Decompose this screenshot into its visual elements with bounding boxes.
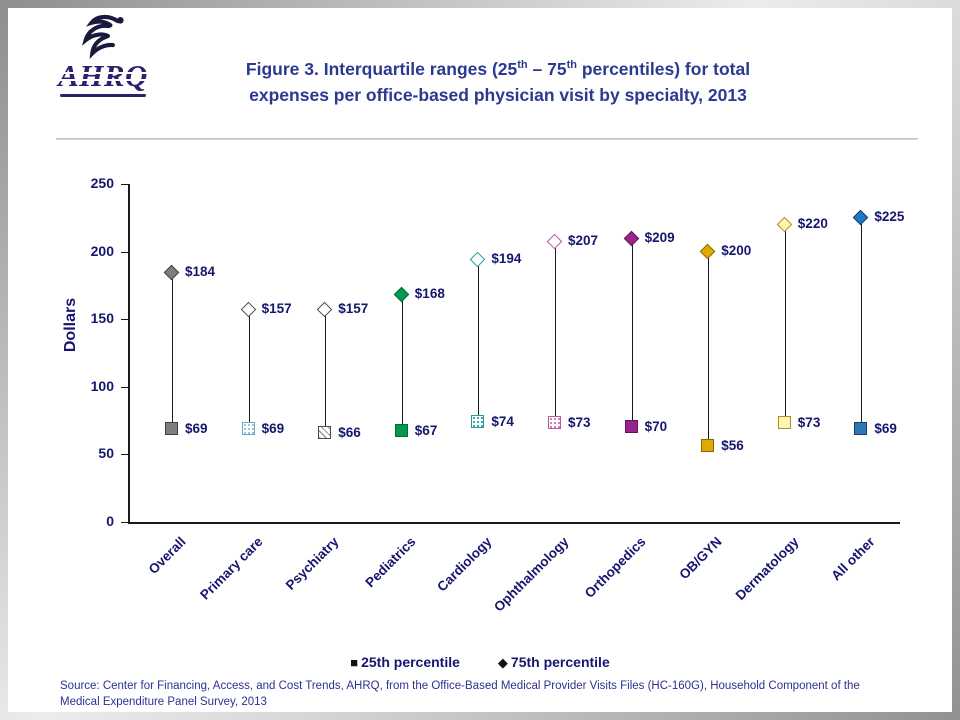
marker-75th-percentile: [623, 231, 639, 247]
y-tick-mark: [121, 522, 128, 523]
range-line: [708, 251, 710, 447]
marker-25th-percentile: [471, 414, 485, 428]
y-tick-label: 150: [90, 310, 114, 327]
ahrq-logo: AHRQ: [38, 12, 168, 116]
y-tick-label: 0: [106, 513, 114, 529]
value-label-25th: $73: [568, 415, 591, 431]
logo-underline: [60, 94, 146, 97]
y-tick-label: 100: [90, 377, 114, 394]
source-note: Source: Center for Financing, Access, an…: [60, 680, 860, 708]
marker-25th-percentile: [854, 421, 868, 435]
range-line: [325, 309, 327, 433]
value-label-75th: $157: [261, 300, 292, 316]
figure-title-line1: Figure 3. Interquartile ranges (25th – 7…: [245, 59, 751, 79]
value-label-75th: $184: [185, 264, 216, 280]
value-label-25th: $69: [874, 420, 897, 436]
legend-label: 25th percentile: [361, 654, 460, 670]
value-label-75th: $225: [874, 208, 905, 224]
figure-title-line2: expenses per office-based physician visi…: [249, 85, 747, 106]
marker-25th-percentile: [394, 424, 408, 438]
y-axis-line: [128, 184, 130, 524]
value-label-75th: $194: [491, 250, 522, 266]
marker-75th-percentile: [470, 251, 486, 267]
value-label-75th: $157: [338, 300, 369, 316]
marker-25th-percentile: [777, 416, 791, 430]
marker-25th-percentile: [548, 416, 561, 430]
legend: ■ 25th percentile ◆ 75th percentile: [8, 654, 952, 670]
range-line: [631, 239, 633, 428]
legend-label: 75th percentile: [510, 654, 610, 670]
marker-75th-percentile: [316, 301, 333, 318]
range-line: [861, 217, 863, 429]
value-label-25th: $74: [491, 413, 514, 429]
value-label-75th: $220: [797, 215, 828, 231]
marker-75th-percentile: [393, 286, 410, 303]
y-tick-label: 250: [90, 175, 114, 191]
hhs-eagle-icon: [82, 14, 124, 59]
square-marker-icon: ■: [350, 654, 359, 670]
header-divider: [56, 138, 918, 140]
logo-stripe: [56, 79, 150, 82]
marker-75th-percentile: [699, 243, 716, 259]
value-label-25th: $66: [338, 424, 361, 440]
y-tick-mark: [121, 319, 128, 321]
marker-75th-percentile: [853, 209, 869, 226]
diamond-marker-icon: ◆: [497, 654, 508, 670]
x-axis-line: [128, 522, 900, 524]
range-line: [172, 273, 173, 429]
y-tick-mark: [121, 251, 128, 253]
marker-75th-percentile: [546, 233, 563, 250]
marker-25th-percentile: [165, 421, 178, 435]
marker-25th-percentile: [624, 420, 638, 434]
value-label-25th: $70: [644, 419, 668, 435]
figure-title: Figure 3. Interquartile ranges (25th – 7…: [173, 56, 823, 109]
ahrq-logo-text: AHRQ: [56, 58, 150, 93]
legend-item-25th-percentile: ■ 25th percentile: [350, 654, 460, 670]
y-tick-mark: [121, 184, 128, 185]
y-tick-mark: [121, 386, 128, 388]
range-line: [784, 224, 786, 424]
value-label-25th: $69: [185, 420, 208, 436]
value-label-25th: $73: [797, 415, 821, 431]
value-label-75th: $207: [568, 233, 599, 249]
range-line: [478, 259, 480, 422]
y-tick-mark: [121, 454, 128, 456]
marker-25th-percentile: [318, 425, 332, 439]
marker-25th-percentile: [241, 421, 255, 435]
value-label-25th: $69: [261, 420, 285, 436]
marker-25th-percentile: [701, 439, 715, 453]
marker-75th-percentile: [776, 216, 793, 232]
range-line: [248, 309, 250, 429]
marker-75th-percentile: [240, 301, 256, 318]
ahrq-wordmark: AHRQ: [58, 58, 148, 93]
y-tick-label: 50: [98, 445, 114, 462]
range-line: [555, 242, 556, 424]
value-label-25th: $56: [721, 438, 744, 454]
value-label-75th: $200: [721, 242, 752, 258]
value-label-75th: $209: [644, 230, 675, 246]
range-line: [401, 294, 403, 432]
marker-75th-percentile: [163, 264, 180, 281]
value-label-75th: $168: [414, 285, 445, 301]
legend-item-75th-percentile: ◆ 75th percentile: [498, 654, 610, 670]
value-label-25th: $67: [414, 423, 438, 439]
chart-plot-area: 0 50 100 150 200 250 $69 $184 Overall $69 $157 Prim…: [8, 8, 952, 712]
logo-stripe: [56, 71, 150, 74]
y-tick-label: 200: [90, 242, 114, 259]
